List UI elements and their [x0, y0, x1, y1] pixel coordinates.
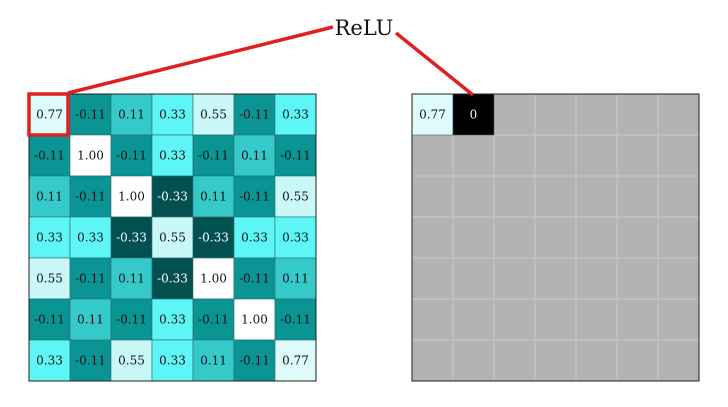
input-cell-value: 0.11	[200, 190, 227, 204]
input-matrix: 0.77 -0.11 0.11 0.33 0.55 -0.11 0.33-0.11 1.00-…	[28, 93, 317, 382]
input-cell-value: 0.55	[159, 231, 186, 245]
input-cell	[151, 339, 194, 382]
input-cell-value: -0.11	[34, 313, 65, 327]
input-cell	[151, 216, 194, 259]
input-cell	[274, 134, 317, 177]
input-cell-value: 0.33	[159, 313, 186, 327]
output-matrix-background	[412, 94, 699, 381]
input-cell	[192, 339, 235, 382]
input-cell-value: -0.11	[75, 272, 106, 286]
input-cell-value: 0.33	[282, 231, 309, 245]
input-cell	[28, 257, 71, 300]
output-matrix-border	[411, 93, 700, 382]
input-cell-value: -0.33	[157, 272, 188, 286]
input-cell-value: 0.11	[36, 190, 63, 204]
input-cell-value: 1.00	[200, 272, 227, 286]
input-cell-value: -0.11	[239, 190, 270, 204]
input-cell-value: 0.11	[282, 272, 309, 286]
input-cell	[110, 134, 153, 177]
input-cell-value: -0.11	[75, 354, 106, 368]
input-cell-value: 0.33	[36, 231, 63, 245]
input-cell-value: 1.00	[118, 190, 145, 204]
input-cell	[28, 339, 71, 382]
input-cell	[151, 175, 194, 218]
output-matrix: 0.77 0	[411, 93, 700, 382]
input-cell-value: 1.00	[77, 149, 104, 163]
input-cell-value: 0.55	[36, 272, 63, 286]
output-cell-value: 0	[470, 108, 478, 122]
input-cell-value: 0.11	[118, 272, 145, 286]
input-cell	[110, 175, 153, 218]
input-cell-value: -0.11	[34, 149, 65, 163]
input-cell	[28, 298, 71, 341]
input-cell-value: 0.11	[118, 108, 145, 122]
input-cell	[192, 175, 235, 218]
input-cell	[274, 298, 317, 341]
input-cell-value: -0.11	[116, 149, 147, 163]
input-cell-value: -0.11	[198, 313, 229, 327]
input-cell	[110, 339, 153, 382]
input-cell-value: -0.11	[198, 149, 229, 163]
input-cell-value: -0.11	[280, 149, 311, 163]
relu-title: ReLU	[335, 16, 394, 40]
input-cell	[69, 93, 112, 136]
input-cell-value: 0.33	[159, 108, 186, 122]
input-cell-value: 0.77	[36, 108, 63, 122]
input-cell-value: 0.77	[282, 354, 309, 368]
relu-annotation: ReLU	[27, 16, 475, 137]
input-cell-value: -0.33	[198, 231, 229, 245]
input-cell	[233, 93, 276, 136]
input-matrix-border	[28, 93, 317, 382]
input-cell	[233, 175, 276, 218]
input-cell	[192, 298, 235, 341]
input-cell-value: 1.00	[241, 313, 268, 327]
input-cell	[274, 175, 317, 218]
input-cell	[28, 216, 71, 259]
input-cell-value: -0.11	[75, 190, 106, 204]
input-cell	[28, 93, 71, 136]
input-cell-value: -0.11	[116, 313, 147, 327]
output-cell-value: 0.77	[419, 108, 446, 122]
output-cell	[452, 93, 495, 136]
input-cell	[233, 339, 276, 382]
connector-line-right	[394, 31, 475, 97]
input-cell-value: -0.33	[116, 231, 147, 245]
input-cell-value: 0.33	[282, 108, 309, 122]
input-cell-value: -0.11	[280, 313, 311, 327]
input-cell	[110, 298, 153, 341]
input-cell-value: 0.11	[241, 149, 268, 163]
input-cell	[274, 216, 317, 259]
input-cell-value: 0.11	[77, 313, 104, 327]
input-cell	[69, 298, 112, 341]
input-cell-value: -0.11	[75, 108, 106, 122]
input-cell-value: 0.33	[241, 231, 268, 245]
input-cell-value: 0.55	[282, 190, 309, 204]
input-cell-value: -0.11	[239, 354, 270, 368]
input-cell	[151, 93, 194, 136]
input-cell-value: 0.33	[159, 354, 186, 368]
input-cell	[69, 175, 112, 218]
input-cell	[110, 257, 153, 300]
input-cell-value: 0.55	[118, 354, 145, 368]
input-cell-value: 0.55	[200, 108, 227, 122]
input-highlight-box	[27, 92, 70, 137]
input-cell-value: 0.33	[36, 354, 63, 368]
input-cell	[69, 216, 112, 259]
input-cell-value: 0.33	[77, 231, 104, 245]
connector-line-left	[67, 25, 334, 95]
input-cell	[192, 134, 235, 177]
input-cell-value: 0.33	[159, 149, 186, 163]
input-cell	[151, 298, 194, 341]
output-cell	[411, 93, 454, 136]
input-cell-value: -0.33	[157, 190, 188, 204]
input-cell-value: -0.11	[239, 108, 270, 122]
input-cell	[274, 339, 317, 382]
input-cell	[233, 216, 276, 259]
input-cell-value: 0.11	[200, 354, 227, 368]
input-cell-value: -0.11	[239, 272, 270, 286]
